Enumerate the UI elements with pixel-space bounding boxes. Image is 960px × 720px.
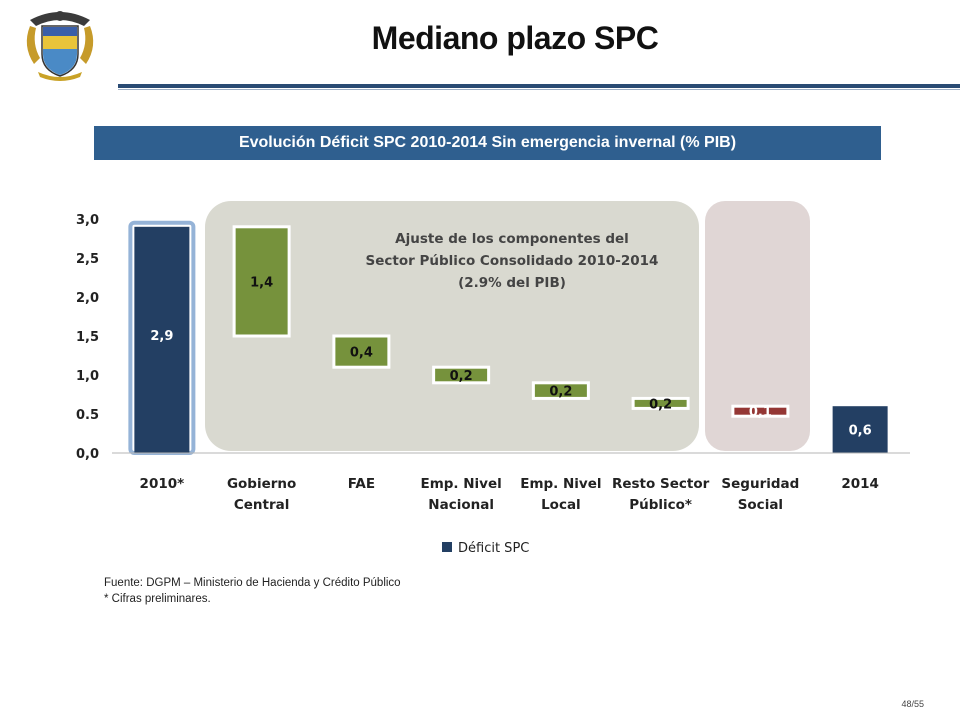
y-tick-label: 2,5 [76,252,99,267]
condor-head-icon [55,11,65,21]
chart-header-band: Evolución Déficit SPC 2010-2014 Sin emer… [94,126,881,160]
step-bar [631,396,690,410]
page-number: 48/55 [901,699,924,709]
x-axis: 2010* Gobierno Central FAE Emp. Nivel Naciona… [112,452,910,513]
step-bar [332,334,391,369]
y-axis: 0,0 0.5 1,0 1,5 2,0 2,5 3,0 [76,213,99,462]
x-tick-label: Público* [629,497,692,513]
data-label: 0,4 [350,346,373,361]
slide-title: Mediano plazo SPC [371,20,659,56]
x-tick-label: Nacional [428,497,494,513]
waterfall-chart: Ajuste de los componentes del Sector Públ… [76,201,910,556]
social-security-panel [705,201,810,451]
step-bar [731,404,790,418]
y-tick-label: 1,5 [76,330,99,345]
title-divider-thin [118,89,960,90]
ribbon-icon [38,72,82,81]
y-tick-label: 2,0 [76,291,99,306]
x-tick-label: FAE [348,476,375,492]
coat-of-arms-logo [26,11,94,81]
x-tick-label: Central [234,497,290,513]
x-tick-label: Seguridad [721,476,799,492]
legend-label: Déficit SPC [458,541,529,556]
source-line: Fuente: DGPM – Ministerio de Hacienda y … [104,577,401,589]
x-tick-label: Resto Sector [612,476,710,492]
annotation-line: Ajuste de los componentes del [395,231,629,247]
data-label: 0,6 [849,424,872,439]
total-bar [832,406,888,453]
x-tick-label: Emp. Nivel [520,476,601,492]
step-bar [432,365,491,385]
data-label: 2,9 [150,329,173,344]
x-tick-label: 2010* [140,476,185,492]
legend-swatch [442,542,452,552]
title-divider [118,84,960,88]
annotation-line: Sector Público Consolidado 2010-2014 [366,253,659,269]
data-label: 0,1 [749,405,772,420]
chart-legend: Déficit SPC [442,541,529,556]
annotation-line: (2.9% del PIB) [458,275,566,291]
x-tick-label: Social [738,497,783,513]
data-label: 0,2 [549,385,572,400]
source-note: Fuente: DGPM – Ministerio de Hacienda y … [104,575,401,607]
y-tick-label: 0,0 [76,447,99,462]
step-bar [232,225,291,338]
x-tick-label: Emp. Nivel [420,476,501,492]
preliminary-note: * Cifras preliminares. [104,593,211,605]
data-label: 0,2 [649,397,672,412]
adjustment-annotation: Ajuste de los componentes del Sector Públ… [366,231,659,291]
chart-bars: 2,9 0,6 1,4 0,4 0,2 0,2 0,2 0,1 [128,220,888,455]
y-tick-label: 1,0 [76,369,99,384]
data-label: 1,4 [250,275,273,290]
y-tick-label: 0.5 [76,408,99,423]
data-label: 0,2 [450,369,473,384]
total-bar [134,226,190,453]
x-tick-label: Local [541,497,581,513]
x-tick-label: 2014 [841,476,879,492]
y-tick-label: 3,0 [76,213,99,228]
x-tick-label: Gobierno [227,476,296,492]
step-bar [531,381,590,400]
